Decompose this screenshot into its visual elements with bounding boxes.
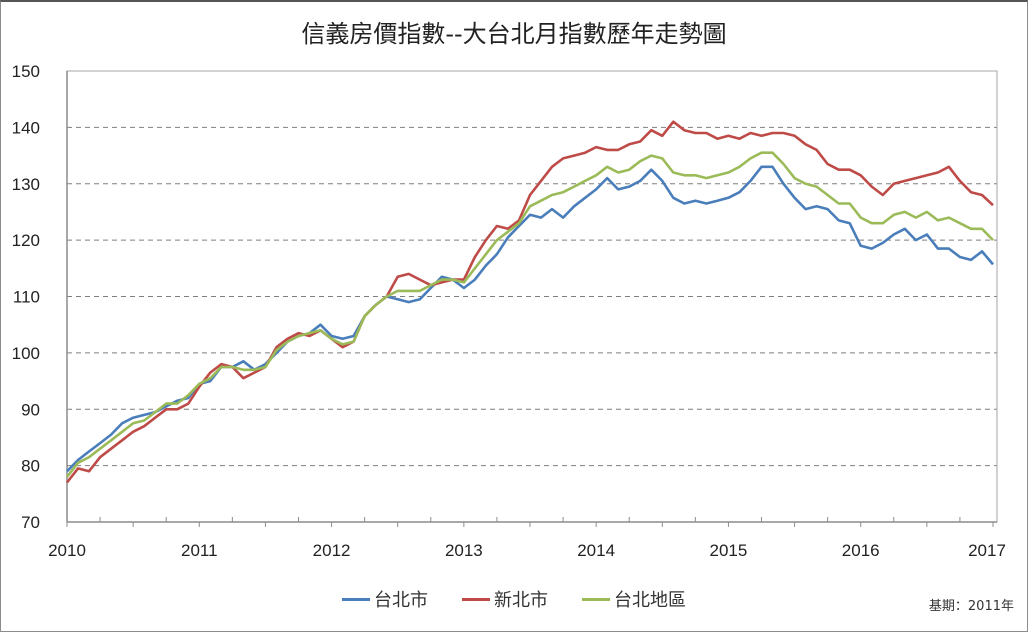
svg-text:140: 140 [12, 118, 40, 137]
svg-text:120: 120 [12, 231, 40, 250]
axes [66, 70, 998, 527]
svg-text:2011: 2011 [181, 541, 218, 560]
legend-item-taipei: 台北市 [342, 586, 428, 612]
svg-text:2012: 2012 [313, 541, 351, 560]
svg-text:150: 150 [12, 62, 40, 81]
series-lines [65, 120, 994, 484]
legend-item-new-taipei: 新北市 [462, 586, 548, 612]
svg-text:130: 130 [12, 175, 40, 194]
svg-text:80: 80 [21, 457, 40, 476]
svg-text:2010: 2010 [48, 541, 86, 560]
gridlines [67, 126, 997, 467]
svg-text:100: 100 [12, 344, 40, 363]
base-period-note: 基期：2011年 [928, 599, 1014, 614]
svg-text:90: 90 [21, 400, 40, 419]
svg-text:2013: 2013 [445, 541, 483, 560]
svg-text:2015: 2015 [710, 541, 748, 560]
chart-title: 信義房價指數--大台北月指數歷年走勢圖 [301, 20, 727, 48]
svg-text:70: 70 [21, 513, 40, 532]
legend-swatch-new-taipei [462, 597, 490, 601]
svg-text:2014: 2014 [577, 541, 615, 560]
chart-legend: 台北市 新北市 台北地區 [0, 586, 1028, 612]
legend-swatch-taipei [342, 597, 370, 601]
legend-label: 新北市 [494, 590, 548, 611]
y-axis-labels: 70 80 90 100 110 120 130 140 150 [12, 62, 40, 532]
svg-text:2017: 2017 [968, 541, 1006, 560]
svg-text:2016: 2016 [842, 541, 880, 560]
legend-item-greater-taipei: 台北地區 [582, 586, 686, 612]
legend-label: 台北地區 [614, 590, 686, 611]
legend-swatch-greater-taipei [582, 597, 610, 601]
x-axis-labels: 2010 2011 2012 2013 2014 2015 2016 2017 [48, 541, 1006, 560]
legend-label: 台北市 [374, 590, 428, 611]
svg-text:110: 110 [13, 288, 40, 307]
